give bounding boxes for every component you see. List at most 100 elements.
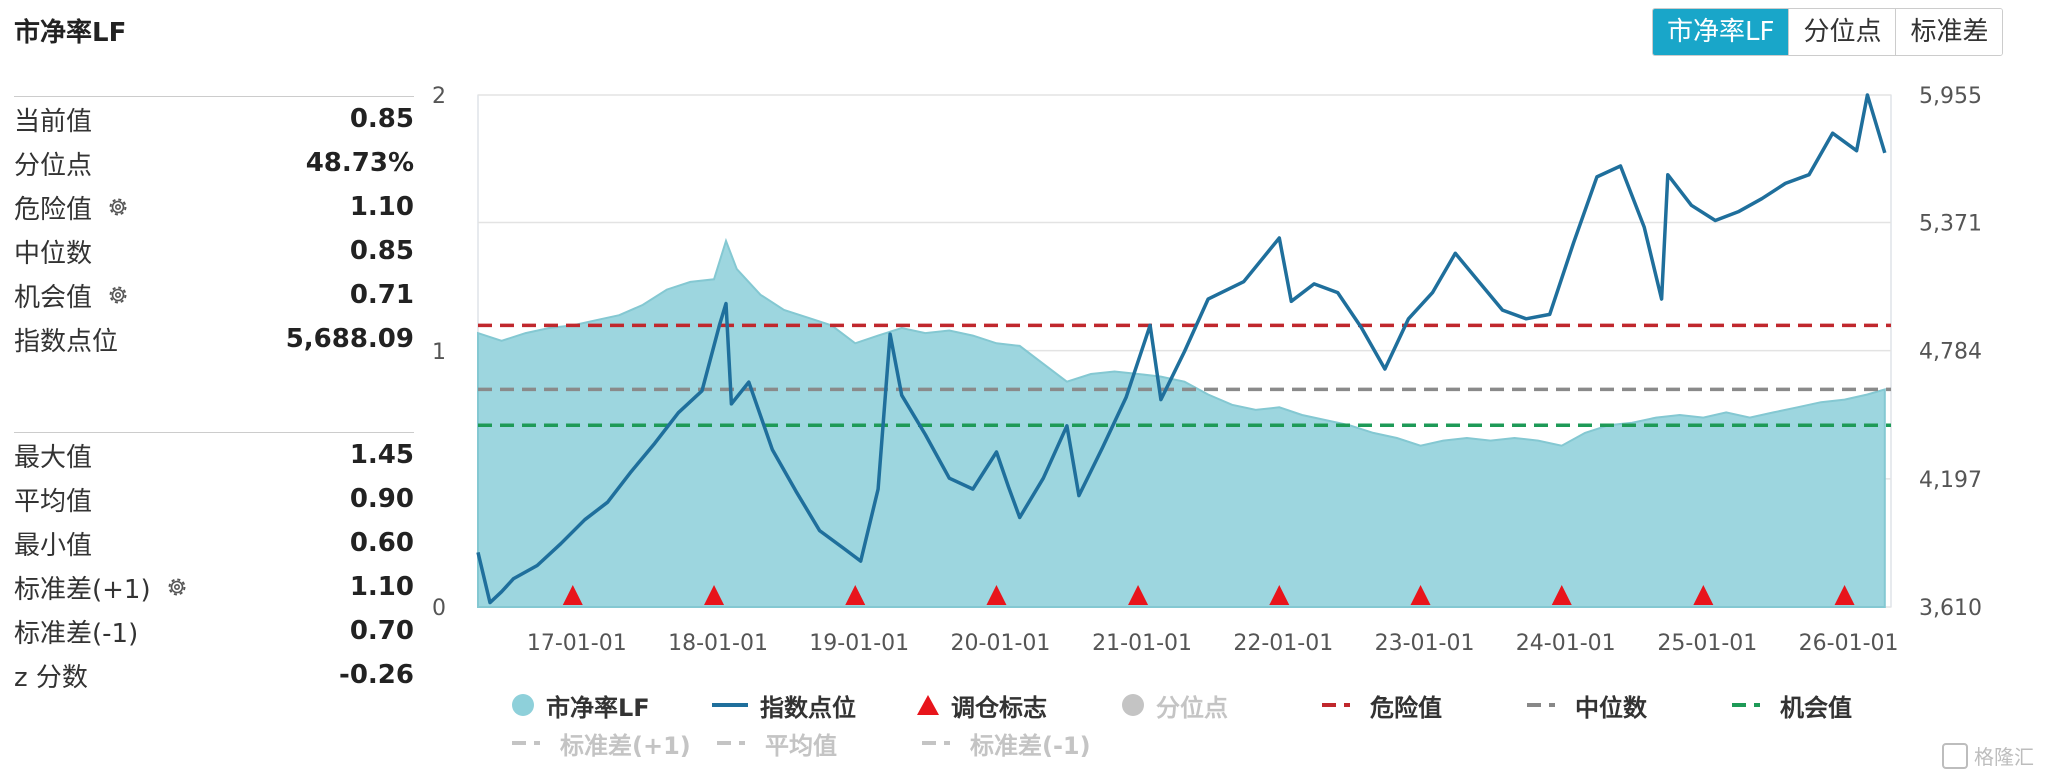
- y-left-tick-label: 0: [432, 596, 446, 621]
- gear-icon[interactable]: [165, 575, 189, 599]
- stat-row: 机会值 0.71: [14, 273, 414, 317]
- legend-item[interactable]: 调仓标志: [915, 688, 1120, 723]
- legend-dash-icon: [717, 741, 745, 745]
- rebalance-marker: [845, 585, 866, 605]
- legend-item[interactable]: 中位数: [1525, 688, 1730, 723]
- x-tick-label: 25-01-01: [1657, 631, 1757, 656]
- stat-row: 最小值 0.60: [14, 521, 414, 565]
- page-title: 市净率LF: [14, 18, 127, 48]
- tab-pb[interactable]: 市净率LF: [1653, 9, 1789, 55]
- watermark-text: 格隆汇: [1974, 745, 2034, 769]
- x-tick-label: 26-01-01: [1799, 631, 1899, 656]
- stat-value: 1.10: [349, 572, 414, 602]
- stat-label: 机会值: [14, 282, 93, 313]
- stat-value: 1.45: [349, 440, 414, 470]
- legend-item[interactable]: 机会值: [1730, 688, 1930, 723]
- stat-value: 48.73%: [305, 148, 414, 178]
- stat-value: -0.26: [339, 660, 414, 690]
- y-right-tick-label: 5,955: [1919, 84, 1982, 109]
- legend-label: 平均值: [765, 731, 837, 760]
- rebalance-marker: [1834, 585, 1855, 605]
- legend-label: 分位点: [1156, 693, 1228, 722]
- legend-label: 指数点位: [760, 693, 856, 722]
- stat-label: 当前值: [14, 106, 93, 137]
- legend-label: 市净率LF: [546, 693, 650, 722]
- stat-row: 最大值 1.45: [14, 433, 414, 477]
- stat-label: 分位点: [14, 150, 93, 181]
- stat-row: 标准差(-1) 0.70: [14, 609, 414, 653]
- legend-label: 标准差(+1): [560, 731, 691, 760]
- watermark: 格隆汇: [1942, 741, 2034, 770]
- x-tick-label: 22-01-01: [1233, 631, 1333, 656]
- stat-value: 0.85: [349, 236, 414, 266]
- y-right-tick-label: 4,197: [1919, 468, 1982, 493]
- legend-triangle-icon: [917, 695, 939, 715]
- legend-item[interactable]: 分位点: [1120, 688, 1320, 723]
- rebalance-marker: [986, 585, 1007, 605]
- y-right-tick-label: 3,610: [1919, 596, 1982, 621]
- gear-icon[interactable]: [106, 195, 130, 219]
- y-right-tick-label: 4,784: [1919, 340, 1982, 365]
- y-left-tick-label: 1: [432, 340, 446, 365]
- stat-row: 标准差(+1) 1.10: [14, 565, 414, 609]
- stat-row: 分位点 48.73%: [14, 141, 414, 185]
- x-tick-label: 19-01-01: [809, 631, 909, 656]
- legend-item[interactable]: 标准差(-1): [920, 726, 1125, 761]
- rebalance-marker: [704, 585, 725, 605]
- stat-label: 标准差(-1): [14, 618, 139, 649]
- rebalance-marker: [1128, 585, 1149, 605]
- stats-panel-top: 当前值 0.85 分位点 48.73% 危险值 1.10 中位数 0.85 机会值 0.71 指数点…: [14, 96, 414, 361]
- stat-row: 危险值 1.10: [14, 185, 414, 229]
- stat-value: 5,688.09: [285, 324, 414, 354]
- legend-label: 危险值: [1370, 693, 1442, 722]
- view-tabs: 市净率LF 分位点 标准差: [1652, 8, 2004, 56]
- legend-dash-icon: [1527, 703, 1555, 707]
- x-tick-label: 18-01-01: [668, 631, 768, 656]
- legend-label: 中位数: [1575, 693, 1647, 722]
- stat-value: 0.60: [349, 528, 414, 558]
- stat-label: 危险值: [14, 194, 93, 225]
- valuation-chart: 17-01-01 18-01-01 19-01-01 20-01-01 21-01-01…: [432, 84, 1982, 656]
- stat-label: 标准差(+1): [14, 574, 151, 605]
- stat-value: 0.70: [349, 616, 414, 646]
- legend-dash-icon: [512, 741, 540, 745]
- stat-label: 指数点位: [14, 326, 119, 357]
- legend-dash-icon: [1322, 703, 1350, 707]
- legend-item[interactable]: 指数点位: [710, 688, 915, 723]
- legend-label: 机会值: [1780, 693, 1852, 722]
- stat-label: 中位数: [14, 238, 93, 269]
- legend-circle-icon: [512, 694, 534, 716]
- stat-label: z 分数: [14, 662, 88, 693]
- stat-row: z 分数 -0.26: [14, 653, 414, 697]
- stat-label: 最小值: [14, 530, 93, 561]
- stat-label: 最大值: [14, 442, 93, 473]
- legend-circle-icon: [1122, 694, 1144, 716]
- stat-row: 平均值 0.90: [14, 477, 414, 521]
- tab-stddev[interactable]: 标准差: [1895, 9, 2003, 55]
- legend-dash-icon: [922, 741, 950, 745]
- y-left-tick-label: 2: [432, 84, 446, 109]
- stat-value: 1.10: [349, 192, 414, 222]
- gear-icon[interactable]: [106, 283, 130, 307]
- rebalance-marker: [1410, 585, 1431, 605]
- x-tick-label: 17-01-01: [527, 631, 627, 656]
- rebalance-marker: [1551, 585, 1572, 605]
- stat-row: 指数点位 5,688.09: [14, 317, 414, 361]
- legend-item[interactable]: 标准差(+1): [510, 726, 715, 761]
- legend-line-icon: [712, 703, 748, 707]
- legend-item[interactable]: 平均值: [715, 726, 920, 761]
- watermark-logo-icon: [1942, 742, 1968, 769]
- rebalance-marker: [1269, 585, 1290, 605]
- stat-label: 平均值: [14, 486, 93, 517]
- legend-item[interactable]: 市净率LF: [510, 688, 710, 723]
- legend-dash-icon: [1732, 703, 1760, 707]
- legend-label: 调仓标志: [951, 693, 1047, 722]
- x-tick-label: 20-01-01: [951, 631, 1051, 656]
- x-tick-label: 21-01-01: [1092, 631, 1192, 656]
- legend-item[interactable]: 危险值: [1320, 688, 1525, 723]
- tab-percentile[interactable]: 分位点: [1788, 9, 1896, 55]
- stat-row: 中位数 0.85: [14, 229, 414, 273]
- rebalance-marker: [1693, 585, 1714, 605]
- x-tick-label: 23-01-01: [1375, 631, 1475, 656]
- series-pb-area: [477, 237, 1886, 608]
